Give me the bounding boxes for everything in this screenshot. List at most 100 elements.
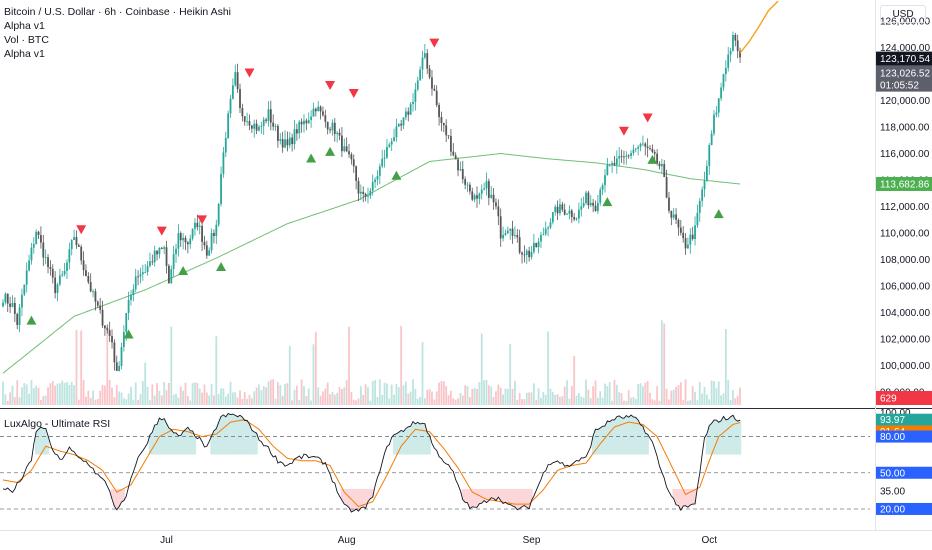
candle-body [364,193,367,197]
volume-bar [229,381,232,405]
volume-bar [115,385,118,405]
candle-body [23,284,26,295]
volume-bar [113,397,116,405]
ma-path [2,152,741,374]
volume-bar [563,386,566,405]
volume-bar [49,383,52,405]
candle-body [397,123,400,127]
candle-body [307,120,310,124]
candle-body [618,155,621,159]
rsi-ob-fill [428,435,431,455]
volume-bar [428,389,431,405]
candle-body [530,251,533,258]
currency-button[interactable]: USD [880,5,926,23]
rsi-os-fill [523,488,526,506]
volume-bar [118,391,121,405]
candle-body [132,289,135,295]
volume-bar [120,392,123,405]
volume-bar [400,325,403,405]
rsi-ob-fill [634,417,637,455]
candle-body [492,194,495,203]
volume-bar [407,393,410,405]
rsi-ob-fill [705,433,709,455]
candle-body [523,254,526,256]
sell-signal-marker [618,126,629,136]
candle-body [234,72,237,86]
symbol-title[interactable]: Bitcoin / U.S. Dollar · 6h · Coinbase · … [4,6,232,18]
volume-bar [653,400,656,405]
volume-bar [559,396,561,405]
volume-bar [305,396,308,405]
candle-body [570,210,573,218]
rsi-os-fill [364,488,367,509]
candle-body [227,113,230,138]
volume-bar [682,400,685,405]
candle-body [177,233,180,249]
rsi-ob-fill [615,416,619,455]
volume-bar [649,392,651,405]
candle-body [149,261,151,266]
rsi-os-fill [689,488,692,505]
candle-body [85,270,87,277]
candle-body [476,195,478,199]
rsi-legend[interactable]: LuxAlgo - Ultimate RSI [4,418,111,430]
candle-body [665,176,668,198]
volume-bar [537,388,540,405]
candle-body [51,268,54,278]
indicator-legend-alpha[interactable]: Alpha v1 [4,20,45,32]
rsi-ob-fill [241,417,244,455]
candle-body [303,120,305,125]
volume-bar [362,395,365,405]
price-tick-label: 102,000.00 [880,334,930,345]
rsi-os-fill [492,488,495,499]
volume-bar [2,381,4,405]
volume-bar [677,385,680,405]
candle-body [658,163,661,167]
volume-bar [549,388,552,405]
candle-body [672,214,675,218]
candle-body [89,282,92,292]
price-axis[interactable]: 98,000.00100,000.00102,000.00104,000.001… [876,17,932,405]
candle-body [357,180,360,194]
candle-body [281,139,284,148]
time-axis[interactable]: Jul Aug Sep Oct [160,535,717,546]
candle-body [341,135,343,152]
volume-bar [514,380,516,405]
volume-bar [179,386,182,405]
rsi-ob-fill [231,414,235,455]
candle-body [696,212,699,226]
volume-bar [644,382,647,405]
indicator-legend-alpha-2[interactable]: Alpha v1 [4,48,45,60]
candle-body [580,206,583,210]
volume-bar [168,382,170,405]
rsi-ob-fill [395,433,398,455]
volume-bar [215,336,218,405]
rsi-level-label-bg [876,430,932,443]
volume-bar [51,381,54,405]
volume-bar [262,385,265,405]
candle-body [471,191,474,200]
rsi-ob-fill [708,425,711,455]
buy-signal-marker [325,146,336,156]
candle-body [355,166,358,181]
candle-body [37,231,40,236]
rsi-ob-fill [710,423,713,455]
candle-body [627,155,630,157]
candle-body [687,244,689,249]
volume-bar [338,387,341,405]
candle-body [625,155,628,157]
volume-bar [487,385,490,405]
indicator-legend-volume[interactable]: Vol · BTC [4,34,49,46]
volume-bar [532,383,535,405]
volume-bar [679,382,682,405]
volume-bar [547,331,549,405]
rsi-os-fill [475,488,479,508]
candle-body [452,151,455,156]
candle-body [127,300,130,314]
candle-body [608,164,611,166]
candle-body [63,270,66,275]
rsi-os-fill [679,488,683,511]
volume-bar [476,388,478,405]
